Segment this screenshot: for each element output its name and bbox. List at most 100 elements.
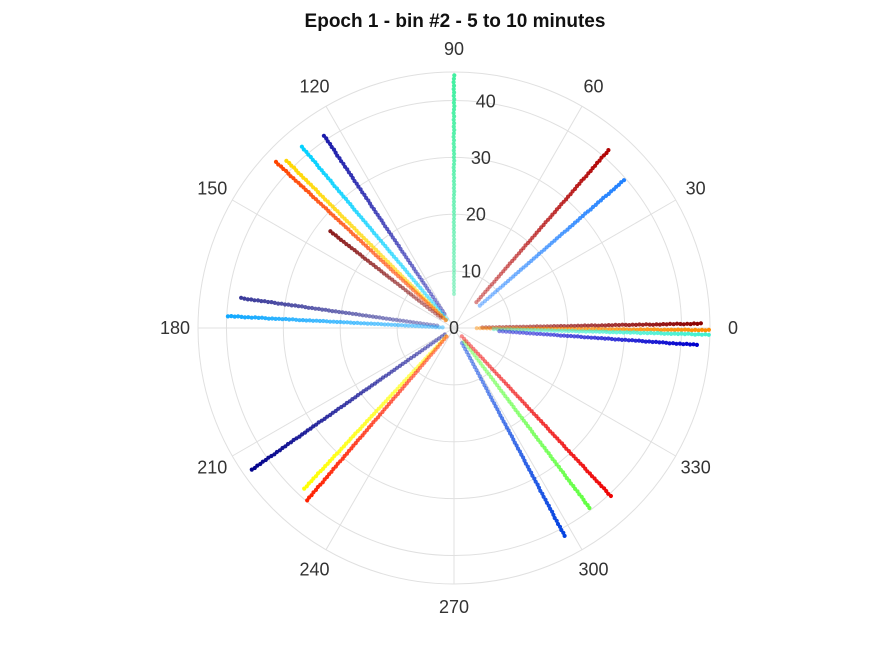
- data-point: [703, 328, 708, 333]
- data-point: [347, 311, 352, 316]
- data-point: [613, 322, 618, 327]
- data-point: [249, 467, 254, 472]
- data-point: [553, 328, 558, 333]
- data-point: [452, 206, 457, 211]
- data-point: [575, 334, 580, 339]
- data-point: [451, 257, 456, 262]
- series: [474, 148, 611, 305]
- data-point: [607, 330, 612, 335]
- data-point: [562, 533, 567, 539]
- data-point: [644, 322, 649, 327]
- data-point: [266, 316, 271, 321]
- data-point: [290, 317, 295, 322]
- data-point: [671, 322, 676, 327]
- data-point: [389, 322, 394, 327]
- data-point: [662, 327, 667, 332]
- data-point: [438, 315, 443, 320]
- data-point: [608, 493, 614, 499]
- data-point: [435, 323, 440, 328]
- data-point: [619, 337, 625, 342]
- data-point: [585, 335, 591, 340]
- data-point: [484, 326, 490, 331]
- data-point: [440, 339, 445, 344]
- data-point: [441, 336, 446, 341]
- data-point: [603, 323, 608, 328]
- data-point: [596, 336, 601, 341]
- data-point: [451, 110, 456, 116]
- data-point: [500, 329, 505, 334]
- data-point: [273, 316, 278, 321]
- data-point: [451, 196, 456, 201]
- data-point: [474, 326, 479, 331]
- data-point: [320, 307, 325, 312]
- data-point: [491, 327, 496, 332]
- data-point: [620, 322, 625, 327]
- data-point: [451, 199, 457, 204]
- data-point: [614, 330, 619, 335]
- data-point: [451, 247, 457, 252]
- data-point: [435, 313, 440, 318]
- series: [239, 295, 440, 328]
- data-point: [239, 295, 244, 300]
- data-point: [490, 325, 495, 330]
- data-point: [433, 325, 438, 330]
- data-point: [451, 148, 456, 153]
- data-point: [654, 322, 659, 327]
- data-point: [482, 299, 487, 304]
- data-point: [491, 326, 496, 331]
- data-point: [679, 327, 684, 333]
- r-tick-label: 20: [466, 205, 486, 225]
- data-point: [379, 322, 384, 327]
- data-point: [703, 332, 708, 337]
- data-point: [452, 121, 457, 126]
- data-point: [565, 333, 570, 339]
- data-point: [452, 244, 457, 249]
- data-point: [282, 302, 288, 307]
- data-point: [485, 296, 490, 301]
- data-point: [452, 158, 457, 163]
- data-point: [602, 336, 608, 341]
- data-point: [508, 327, 513, 332]
- data-point: [270, 316, 275, 321]
- data-point: [338, 319, 343, 325]
- data-point: [239, 314, 244, 319]
- data-point: [451, 186, 456, 191]
- data-point: [623, 322, 628, 327]
- series: [321, 133, 447, 316]
- data-point: [451, 274, 456, 279]
- data-point: [657, 322, 663, 327]
- data-point: [435, 306, 440, 311]
- data-point: [480, 325, 485, 330]
- data-point: [557, 524, 563, 529]
- angular-gridline: [325, 106, 455, 329]
- data-point: [521, 330, 526, 335]
- series: [451, 73, 457, 296]
- data-point: [452, 237, 457, 242]
- data-point: [536, 485, 542, 490]
- data-point: [442, 337, 447, 342]
- data-point: [276, 316, 282, 321]
- data-point: [452, 189, 457, 194]
- theta-tick-label: 30: [686, 179, 706, 199]
- data-point: [599, 323, 605, 328]
- series: [462, 339, 592, 511]
- data-point: [686, 327, 691, 332]
- data-point: [437, 342, 443, 347]
- data-point: [358, 321, 363, 326]
- angular-gridline: [232, 199, 455, 329]
- data-point: [658, 331, 664, 336]
- data-point: [369, 321, 374, 326]
- data-point: [468, 347, 473, 352]
- data-point: [256, 315, 261, 320]
- data-point: [524, 331, 529, 336]
- data-point: [599, 336, 604, 341]
- data-point: [441, 315, 446, 320]
- data-point: [505, 327, 510, 332]
- data-point: [307, 318, 312, 323]
- data-point: [525, 327, 531, 332]
- data-point: [451, 100, 456, 105]
- data-point: [587, 505, 592, 511]
- data-point: [480, 301, 485, 306]
- data-point: [470, 350, 475, 355]
- data-point: [451, 281, 456, 286]
